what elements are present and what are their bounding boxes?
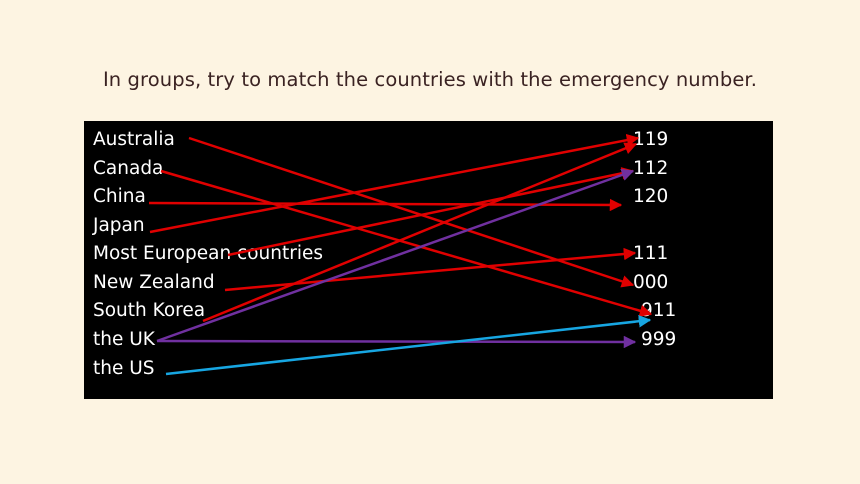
number-label-999: 999 [641,329,677,350]
country-label-the-us: the US [93,358,155,379]
country-label-japan: Japan [93,215,145,236]
country-label-china: China [93,186,146,207]
slide-title: In groups, try to match the countries wi… [102,68,758,91]
arrow-the-uk-to-999 [156,335,637,349]
number-label-111: 111 [633,243,669,264]
arrow-most-european-countries-to-112 [227,167,635,257]
number-label-112: 112 [633,158,669,179]
matching-panel: Australia Canada China Japan Most Europe… [84,121,773,399]
arrow-japan-to-119 [149,133,640,234]
country-label-australia: Australia [93,129,175,150]
country-label-canada: Canada [93,158,164,179]
country-label-south-korea: South Korea [93,300,206,321]
country-label-new-zealand: New Zealand [93,272,215,293]
number-label-119: 119 [633,129,669,150]
arrow-south-korea-to-119 [202,142,638,323]
arrow-the-uk-to-112 [156,168,635,343]
arrow-canada-to-911 [160,169,653,317]
arrows-layer [148,133,653,376]
number-label-000: 000 [633,272,669,293]
number-label-120: 120 [633,186,669,207]
arrow-the-us-to-911 [165,315,652,376]
arrow-china-to-120 [148,198,623,212]
country-label-the-uk: the UK [93,329,155,350]
arrow-new-zealand-to-111 [224,247,637,292]
